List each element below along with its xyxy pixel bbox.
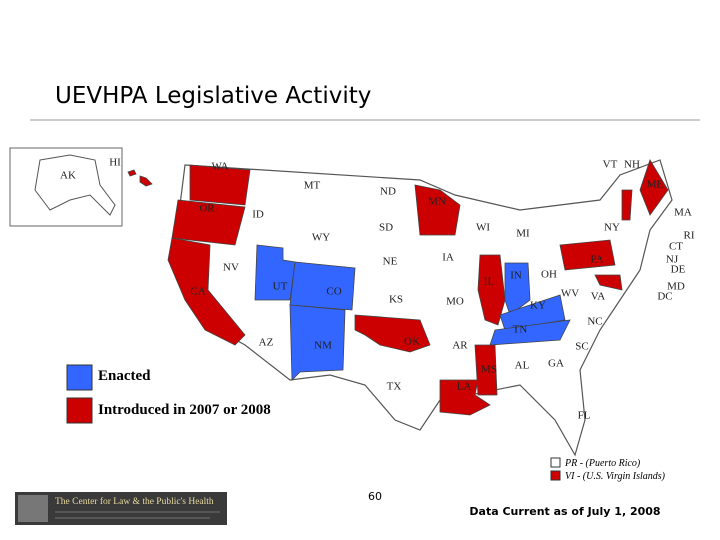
state-label: ND — [380, 186, 396, 198]
state-label: ME — [647, 179, 664, 191]
state-label: CO — [326, 286, 341, 298]
state-label: LA — [457, 381, 472, 393]
state-label: WA — [211, 161, 228, 173]
state-shape — [189, 164, 251, 206]
page-number: 60 — [368, 490, 382, 503]
state-label: AL — [515, 360, 530, 372]
state-label: NC — [587, 316, 602, 328]
state-label: WY — [312, 232, 330, 244]
state-label: NH — [624, 159, 640, 171]
logo-text: The Center for Law & the Public's Health — [55, 496, 214, 507]
state-label: UT — [273, 281, 288, 293]
state-label: IA — [442, 252, 454, 264]
state-label: HI — [109, 157, 121, 169]
state-label: GA — [548, 358, 564, 370]
state-shape — [289, 261, 356, 311]
state-label: VA — [591, 291, 606, 303]
state-shape — [504, 262, 531, 316]
logo — [15, 492, 227, 525]
state-shape — [289, 304, 346, 381]
state-label: AR — [452, 340, 468, 352]
state-label: OK — [404, 336, 420, 348]
state-label: FL — [578, 410, 591, 422]
state-label: KS — [389, 294, 403, 306]
state-shape — [489, 319, 571, 346]
footnote-swatch — [550, 470, 561, 481]
state-shape — [499, 294, 566, 331]
state-label: MO — [446, 296, 464, 308]
state-label: IL — [484, 276, 495, 288]
state-label: NJ — [666, 254, 679, 266]
states — [127, 159, 669, 416]
state-label: MS — [481, 364, 497, 376]
state-shape — [474, 344, 498, 396]
logo-emblem — [18, 495, 48, 522]
state-label: CA — [190, 286, 205, 298]
state-shape — [167, 237, 246, 346]
legend-label: Enacted — [98, 368, 151, 384]
state-label: RI — [684, 230, 695, 242]
state-shape — [139, 175, 153, 187]
alaska-shape — [34, 154, 116, 216]
state-shape — [171, 199, 246, 246]
legend-swatch — [66, 364, 93, 391]
state-shape — [639, 159, 669, 216]
data-current: Data Current as of July 1, 2008 — [469, 505, 660, 518]
state-label: WI — [476, 222, 490, 234]
state-shape — [414, 184, 461, 236]
footnote: PR - (Puerto Rico) — [564, 458, 641, 469]
state-label: ID — [252, 209, 264, 221]
state-label: PA — [590, 254, 603, 266]
state-label: AK — [60, 170, 76, 182]
state-label: NM — [314, 340, 332, 352]
slide-title: UEVHPA Legislative Activity — [55, 83, 371, 109]
state-label: VT — [603, 159, 618, 171]
state-shape — [477, 254, 506, 326]
legend-label: Introduced in 2007 or 2008 — [98, 402, 271, 418]
state-label: NY — [604, 222, 620, 234]
state-label: NE — [383, 256, 398, 268]
state-label: MA — [674, 207, 692, 219]
state-label: DE — [671, 264, 686, 276]
us-outline — [169, 159, 673, 457]
state-label: OH — [541, 269, 557, 281]
state-label: IN — [510, 270, 522, 282]
state-label: MN — [428, 196, 446, 208]
state-label: AZ — [259, 337, 274, 349]
state-label: MD — [667, 281, 685, 293]
state-label: DC — [657, 291, 672, 303]
state-label: TN — [513, 324, 528, 336]
state-label: SC — [575, 341, 588, 353]
state-label: NV — [223, 262, 239, 274]
state-shape — [621, 189, 633, 221]
state-label: CT — [669, 241, 683, 253]
state-label: WV — [561, 288, 579, 300]
state-label: SD — [379, 222, 393, 234]
state-label: MI — [516, 228, 530, 240]
footnote-swatch — [550, 457, 561, 468]
state-label: KY — [530, 300, 546, 312]
legend-swatch — [66, 397, 93, 424]
state-shape — [127, 169, 137, 177]
state-shape — [559, 239, 616, 271]
state-shape — [354, 314, 431, 353]
state-shape — [594, 274, 623, 291]
state-shape — [439, 379, 491, 416]
state-label: OR — [199, 203, 215, 215]
state-label: TX — [387, 381, 402, 393]
footnote: VI - (U.S. Virgin Islands) — [565, 471, 666, 482]
state-label: MT — [304, 180, 321, 192]
